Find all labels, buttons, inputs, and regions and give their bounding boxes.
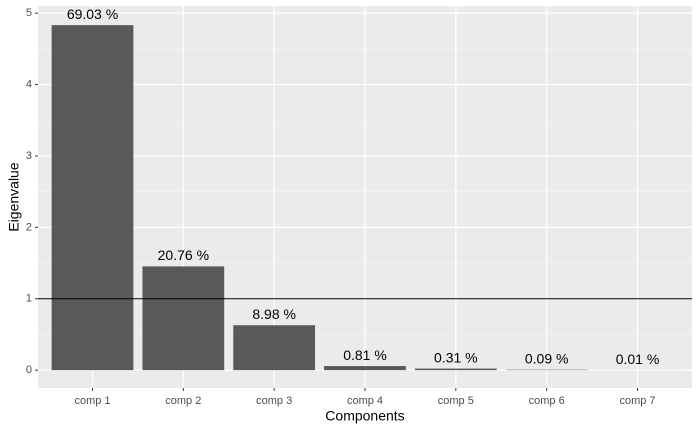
bar (142, 266, 225, 371)
bar (51, 25, 134, 371)
y-tick-label: 4 (26, 78, 32, 90)
bar (233, 325, 316, 371)
y-axis-title: Eigenvalue (6, 162, 22, 231)
y-tick-label: 5 (26, 7, 32, 19)
data-label: 0.81 % (343, 347, 387, 363)
y-tick-label: 3 (26, 150, 32, 162)
y-tick-label: 0 (26, 364, 32, 376)
data-label: 69.03 % (67, 6, 118, 22)
bar (324, 366, 406, 371)
x-axis-title: Components (325, 408, 404, 424)
bar (414, 368, 497, 371)
x-tick-label: comp 3 (256, 395, 292, 407)
data-label: 20.76 % (158, 247, 209, 263)
data-label: 0.31 % (434, 349, 478, 365)
y-tick-label: 2 (26, 221, 32, 233)
x-tick-label: comp 2 (165, 395, 201, 407)
x-tick-label: comp 1 (74, 395, 110, 407)
data-label: 8.98 % (252, 306, 296, 322)
x-tick-label: comp 5 (438, 395, 474, 407)
x-tick-label: comp 7 (619, 395, 655, 407)
data-label: 0.01 % (616, 351, 660, 367)
x-tick-label: comp 6 (529, 395, 565, 407)
y-tick-label: 1 (26, 293, 32, 305)
data-label: 0.09 % (525, 350, 569, 366)
x-tick-label: comp 4 (347, 395, 383, 407)
